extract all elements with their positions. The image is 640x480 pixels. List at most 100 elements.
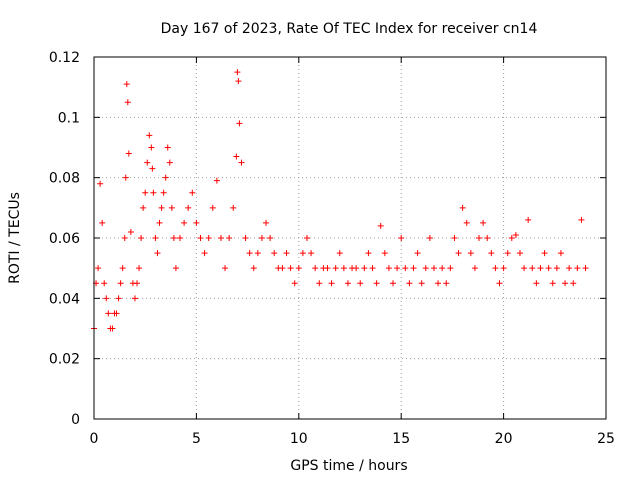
data-point [236,120,243,127]
data-point [512,231,519,238]
data-points [91,69,589,332]
data-point [308,250,315,257]
data-point [138,235,145,241]
data-point [385,265,392,272]
data-point [295,265,302,272]
data-point [328,280,335,287]
data-point [209,204,216,211]
x-tick-label: 25 [597,431,615,447]
data-point [142,189,149,196]
data-point [201,250,208,257]
data-point [117,280,124,287]
data-point [156,219,163,226]
data-point [373,280,380,287]
x-tick-label: 15 [392,431,410,447]
data-point [504,250,511,257]
data-point [124,99,131,106]
data-point [164,144,171,151]
x-tick-label: 10 [290,431,308,447]
data-point [463,219,470,226]
data-point [443,280,450,287]
data-point [553,265,560,272]
data-point [97,180,104,187]
data-point [150,189,157,196]
x-axis-title: GPS time / hours [290,458,407,474]
data-point [529,265,536,272]
data-point [99,219,106,226]
data-point [101,280,108,287]
data-point [402,265,409,272]
y-axis-title: ROTI / TECUs [7,192,23,284]
x-tick-label: 20 [495,431,513,447]
data-point [578,216,585,223]
data-point [492,265,499,272]
data-point [246,250,253,257]
data-point [123,81,130,88]
data-point [574,265,581,272]
data-point [271,250,278,257]
data-point [254,250,261,257]
data-point [181,219,188,226]
data-point [121,235,128,241]
data-point [439,265,446,272]
axis-ticks [93,56,607,420]
data-point [166,159,173,166]
y-tick-label: 0.08 [49,171,80,187]
data-point [562,280,569,287]
data-point [426,235,433,241]
data-point [430,265,437,272]
data-point [394,265,401,272]
x-tick-label: 5 [192,431,201,447]
y-tick-label: 0.02 [49,352,80,368]
chart-title: Day 167 of 2023, Rate Of TEC Index for r… [161,21,538,37]
data-point [263,219,270,226]
x-tick-labels: 0 5 10 15 20 25 [90,431,615,447]
data-point [418,280,425,287]
data-point [541,250,548,257]
data-point [557,250,564,257]
data-point [381,250,388,257]
data-point [160,189,167,196]
data-point [340,265,347,272]
data-point [105,310,112,317]
data-point [149,165,156,172]
data-point [115,295,122,302]
data-point [390,280,397,287]
data-point [549,280,556,287]
data-point [238,159,245,166]
data-point [152,235,159,241]
data-point [537,265,544,272]
data-point [316,280,323,287]
data-point [140,204,147,211]
data-point [447,265,454,272]
y-tick-labels: 0 0.02 0.04 0.06 0.08 0.1 0.12 [49,50,80,428]
data-point [158,204,165,211]
data-point [422,265,429,272]
data-point [136,265,143,272]
data-point [324,265,331,272]
data-point [299,250,306,257]
data-point [312,265,319,272]
data-point [122,174,129,181]
data-point [406,280,413,287]
y-tick-label: 0.12 [49,50,80,66]
data-point [508,235,515,241]
data-point [582,265,589,272]
data-point [414,250,421,257]
data-point [95,265,102,272]
data-point [113,310,120,317]
data-point [279,265,286,272]
data-point [398,235,405,241]
data-point [570,280,577,287]
data-point [205,235,212,241]
data-point [193,219,200,226]
data-point [566,265,573,272]
data-point [435,280,442,287]
x-tick-label: 0 [90,431,99,447]
data-point [162,174,169,181]
data-point [471,265,478,272]
data-point [480,219,487,226]
data-point [353,265,360,272]
data-point [242,235,249,241]
